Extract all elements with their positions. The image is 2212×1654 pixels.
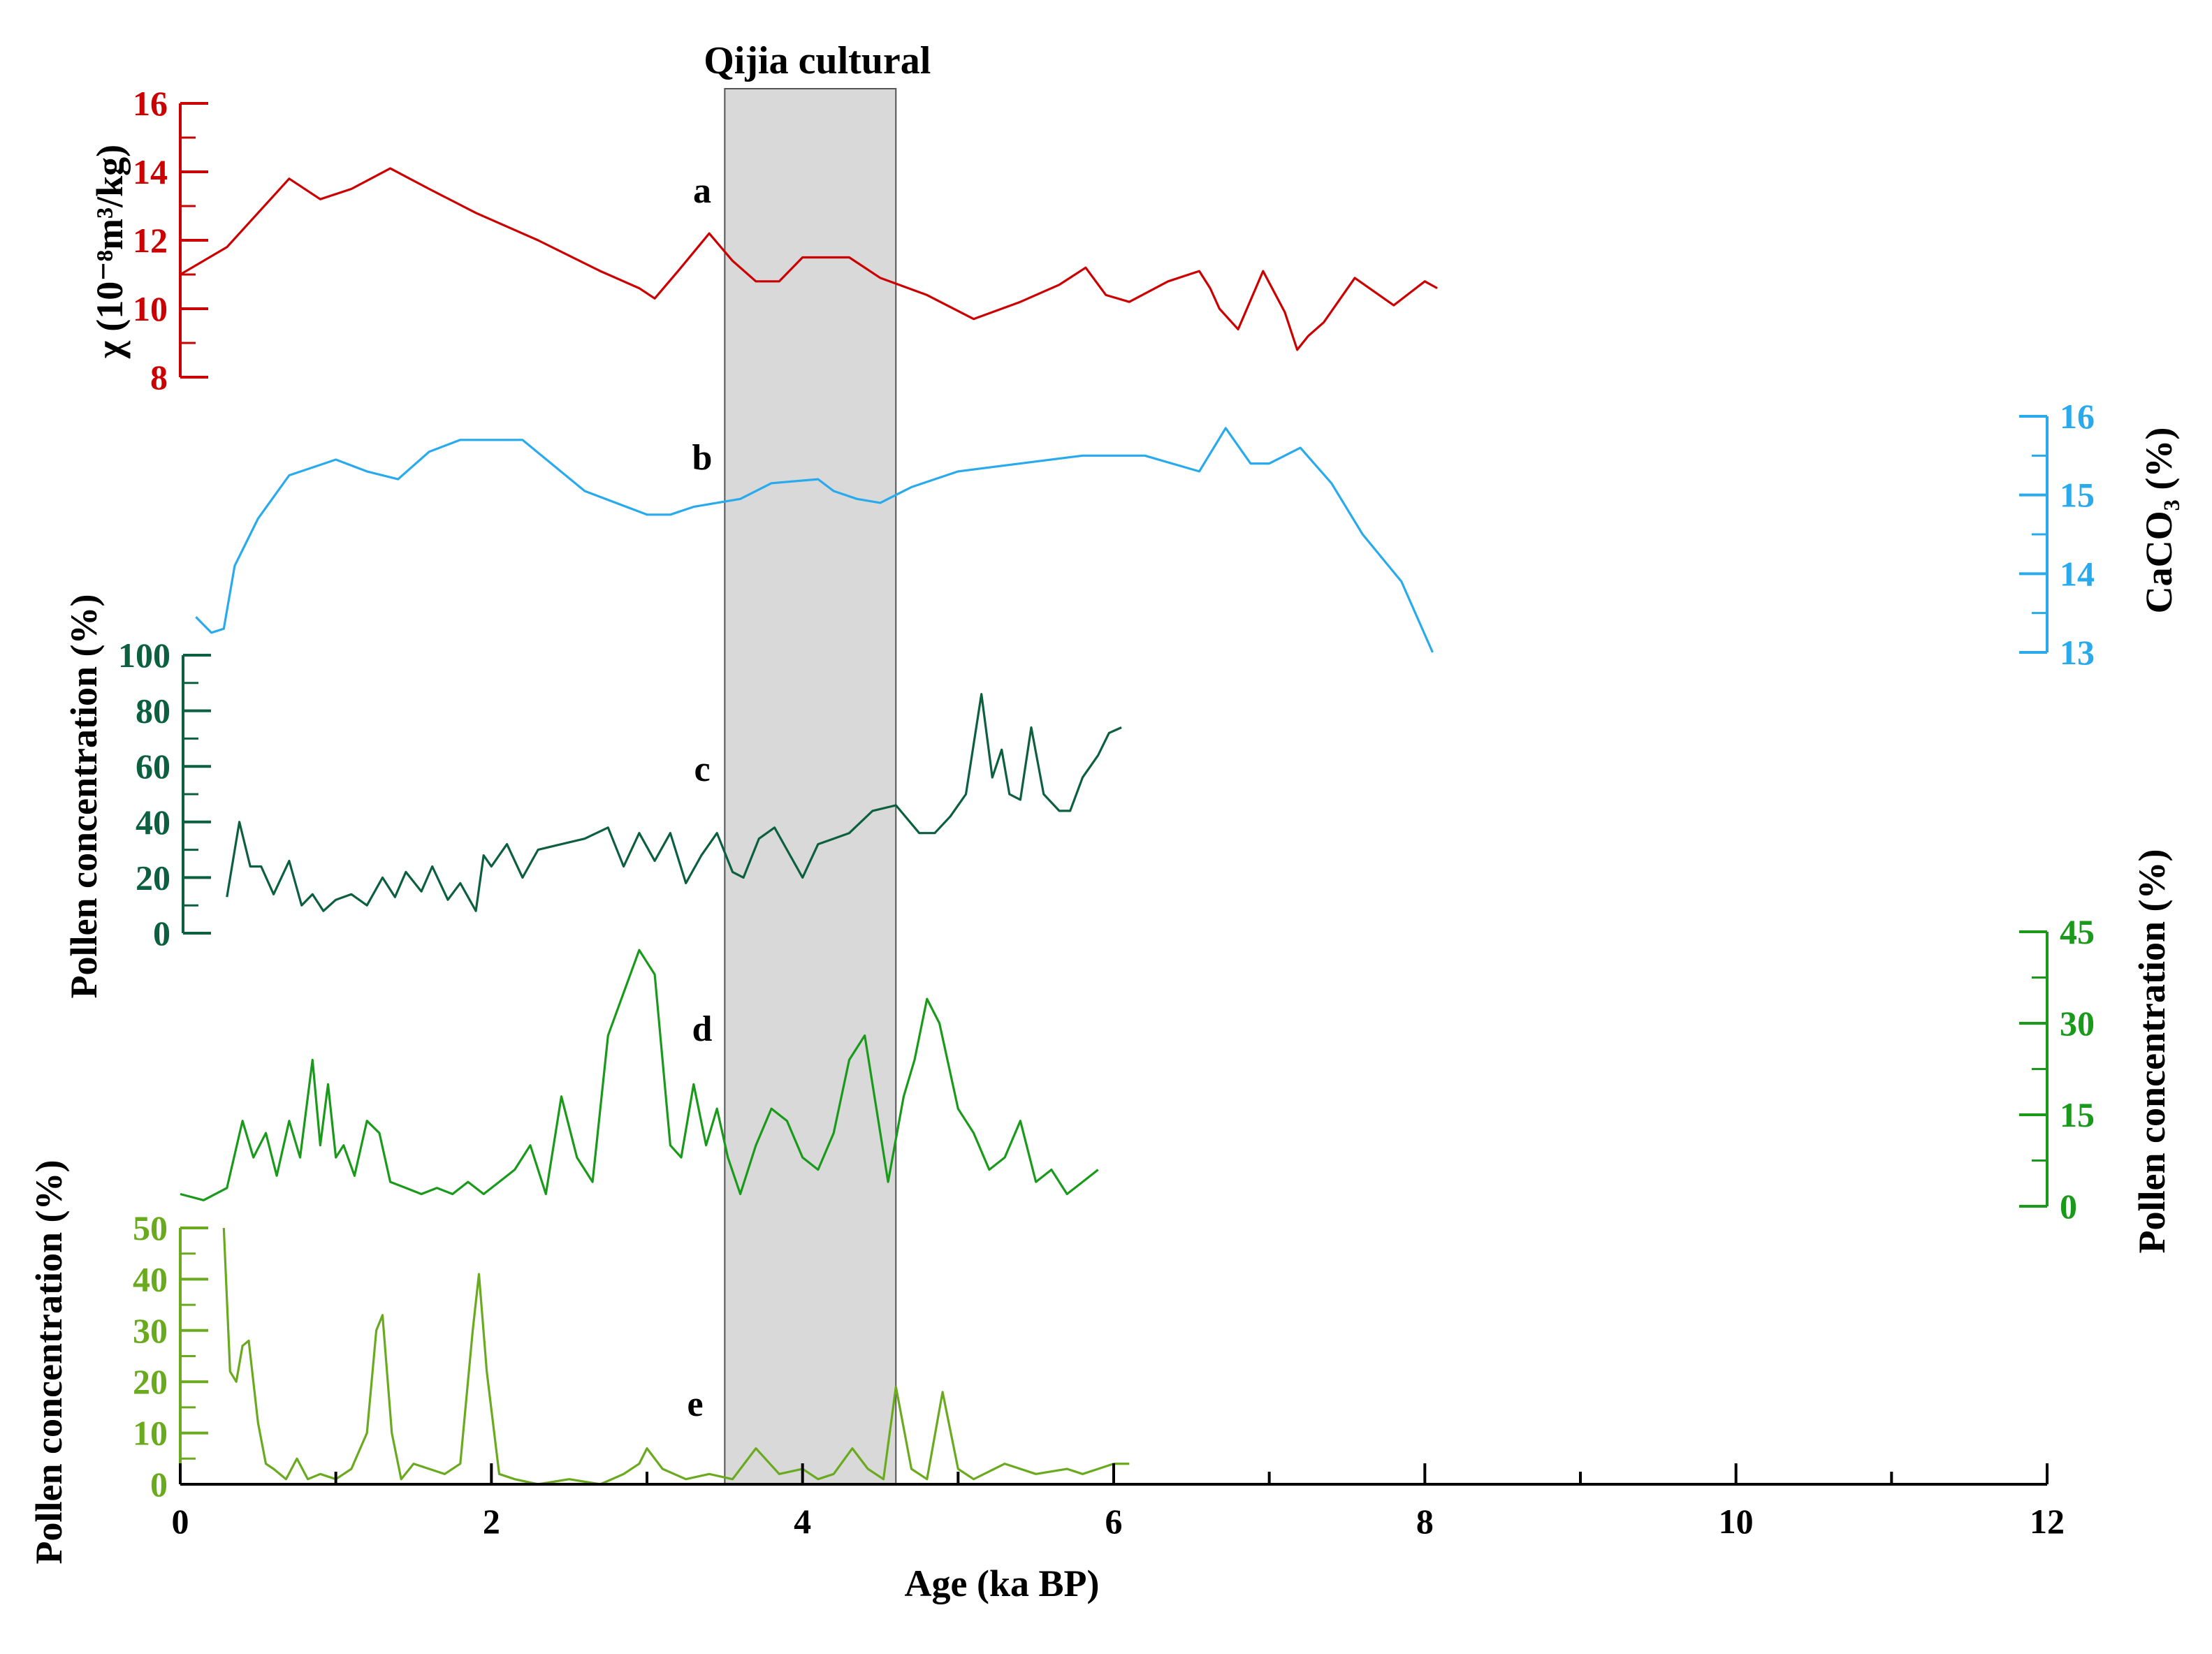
panel-letter-d: d	[692, 1009, 713, 1049]
series-c-y-tick-label: 100	[118, 636, 170, 675]
panel-letter-e: e	[687, 1384, 703, 1424]
series-e-y-tick-label: 50	[133, 1208, 168, 1247]
series-e-y-tick-label: 40	[133, 1259, 168, 1298]
series-e-line	[222, 1227, 1130, 1486]
series-e-y-tick-label: 20	[133, 1362, 168, 1401]
series-b-line	[195, 427, 1434, 653]
series-c-y-title: Pollen concentration (%)	[63, 594, 105, 999]
series-c-y-tick-label: 40	[136, 803, 170, 842]
panel-letter-b: b	[692, 438, 713, 478]
panel-letter-c: c	[694, 749, 710, 789]
series-d-y-tick-label: 15	[2060, 1095, 2095, 1134]
series-a-y-tick-label: 16	[133, 84, 168, 123]
x-axis-title: Age (ka BP)	[905, 1562, 1100, 1604]
series-a-line	[180, 167, 1438, 351]
x-axis-tick-label: 4	[794, 1502, 811, 1541]
series-d-y-tick-label: 0	[2060, 1187, 2077, 1226]
series-d-line	[180, 949, 1099, 1201]
x-axis-tick-label: 0	[172, 1502, 189, 1541]
x-axis: 0 2 4 6 8 10 12 Age (ka BP)	[172, 1463, 2065, 1604]
series-b-y-tick-label: 15	[2060, 476, 2095, 515]
series-c-y-tick-label: 80	[136, 691, 170, 731]
series-c-line	[226, 693, 1122, 912]
series-e-y-tick-label: 10	[133, 1414, 168, 1453]
x-axis-tick-label: 8	[1416, 1502, 1434, 1541]
series-e-y-tick-label: 30	[133, 1311, 168, 1350]
panel-a: 8 10 12 14 16χ (10⁻⁸m³/kg) a	[89, 84, 1438, 397]
series-d-y-tick-label: 30	[2060, 1004, 2095, 1043]
x-axis-tick-label: 12	[2030, 1502, 2065, 1541]
series-d-y-tick-label: 45	[2060, 912, 2095, 951]
series-a-y-title: χ (10⁻⁸m³/kg)	[89, 145, 131, 359]
x-axis-tick-label: 2	[483, 1502, 500, 1541]
qijia-culture-band	[724, 88, 897, 1485]
series-a-y-tick-label: 14	[133, 152, 168, 191]
series-e-y-tick-label: 0	[150, 1465, 168, 1504]
panel-d: 0 15 30 45 Pollen concentration (%) d	[180, 849, 2173, 1254]
culture-band-label: Qijia cultural	[704, 39, 931, 82]
series-b-y-tick-label: 16	[2060, 397, 2095, 436]
series-e-y-title: Pollen concentration (%)	[28, 1160, 70, 1565]
series-a-y-tick-label: 8	[150, 358, 168, 397]
x-axis-tick-label: 6	[1105, 1502, 1123, 1541]
series-b-y-tick-label: 13	[2060, 633, 2095, 672]
panel-letter-a: a	[693, 171, 711, 211]
series-c-y-tick-label: 0	[153, 914, 170, 953]
series-b-y-title: CaCO₃ (%)	[2138, 427, 2180, 614]
panel-c: 0 20 40 60 80 100 Pollen concentration (%) c	[63, 594, 1122, 999]
series-b-y-tick-label: 14	[2060, 554, 2095, 593]
series-a-y-tick-label: 10	[133, 289, 168, 328]
panel-b: 13 14 15 16 CaCO₃ (%) b	[195, 397, 2180, 672]
series-a-y-tick-label: 12	[133, 221, 168, 260]
series-c-y-tick-label: 60	[136, 747, 170, 786]
x-axis-tick-label: 10	[1719, 1502, 1754, 1541]
series-c-y-tick-label: 20	[136, 858, 170, 897]
series-d-y-title: Pollen concentration (%)	[2131, 849, 2173, 1254]
